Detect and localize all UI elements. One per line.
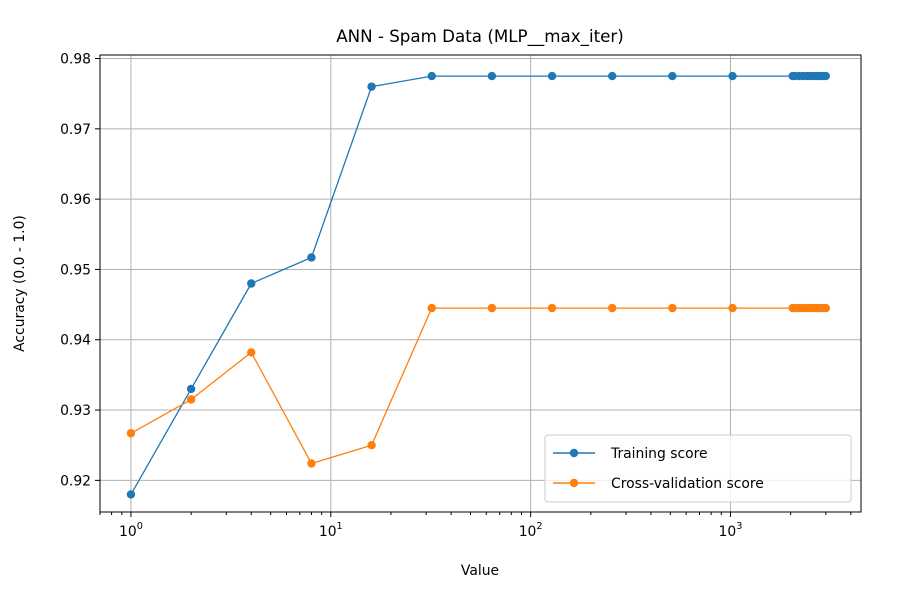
x-tick-label-base: 10 <box>719 524 737 540</box>
series-1-point <box>821 303 831 313</box>
y-tick-label: 0.96 <box>60 192 91 208</box>
x-tick-label: 102 <box>519 521 543 540</box>
x-tick-label-base: 10 <box>519 524 537 540</box>
y-tick-label: 0.98 <box>60 52 91 68</box>
x-tick-label: 103 <box>719 521 743 540</box>
legend-label-training: Training score <box>610 446 708 462</box>
series-1-point <box>126 429 136 438</box>
series-1-point <box>668 303 677 313</box>
x-tick-label-exponent: 1 <box>337 521 343 532</box>
series-1-point <box>307 459 316 468</box>
series-0-point <box>608 71 617 81</box>
x-tick-label-exponent: 2 <box>536 521 542 532</box>
x-tick-label: 100 <box>119 521 143 540</box>
x-tick-label-exponent: 3 <box>736 521 742 532</box>
series-1-point <box>728 303 737 313</box>
plot-frame <box>99 54 862 513</box>
chart-title: ANN - Spam Data (MLP__max_iter) <box>336 26 624 47</box>
series-1-point <box>608 303 617 313</box>
series-0-point <box>427 71 436 81</box>
x-tick-label: 101 <box>319 521 343 540</box>
grid-layer <box>100 55 861 512</box>
series-1-point <box>367 441 376 450</box>
series-layer <box>126 71 831 499</box>
series-1-point <box>186 395 196 404</box>
series-0-point <box>367 82 376 91</box>
y-axis-label: Accuracy (0.0 - 1.0) <box>12 215 28 352</box>
y-tick-label: 0.95 <box>60 262 91 278</box>
x-tick-label-exponent: 0 <box>137 521 143 532</box>
series-1-point <box>547 303 557 313</box>
legend-marker-training <box>569 448 579 458</box>
series-0-point <box>307 253 316 262</box>
series-1-point <box>247 348 256 357</box>
y-tick-label: 0.92 <box>60 473 91 489</box>
legend: Training score Cross-validation score <box>544 434 852 503</box>
series-0-point <box>487 71 497 81</box>
x-tick-label-base: 10 <box>319 524 337 540</box>
series-0-point <box>821 71 831 81</box>
y-tick-label: 0.93 <box>60 403 91 419</box>
series-0-point <box>668 71 677 81</box>
series-0-point <box>728 71 737 81</box>
series-0-point <box>247 279 256 288</box>
y-tick-label: 0.94 <box>60 333 91 349</box>
series-0-point <box>186 384 196 394</box>
legend-marker-cross-validation <box>569 478 579 488</box>
y-tick-label: 0.97 <box>60 122 91 138</box>
series-1-point <box>487 303 497 313</box>
x-axis-label: Value <box>461 563 499 579</box>
series-1-point <box>427 303 436 313</box>
series-0-point <box>547 71 557 81</box>
x-tick-label-base: 10 <box>119 524 137 540</box>
legend-box <box>544 434 852 503</box>
legend-label-cross-validation: Cross-validation score <box>611 476 764 492</box>
series-0-point <box>126 490 136 499</box>
